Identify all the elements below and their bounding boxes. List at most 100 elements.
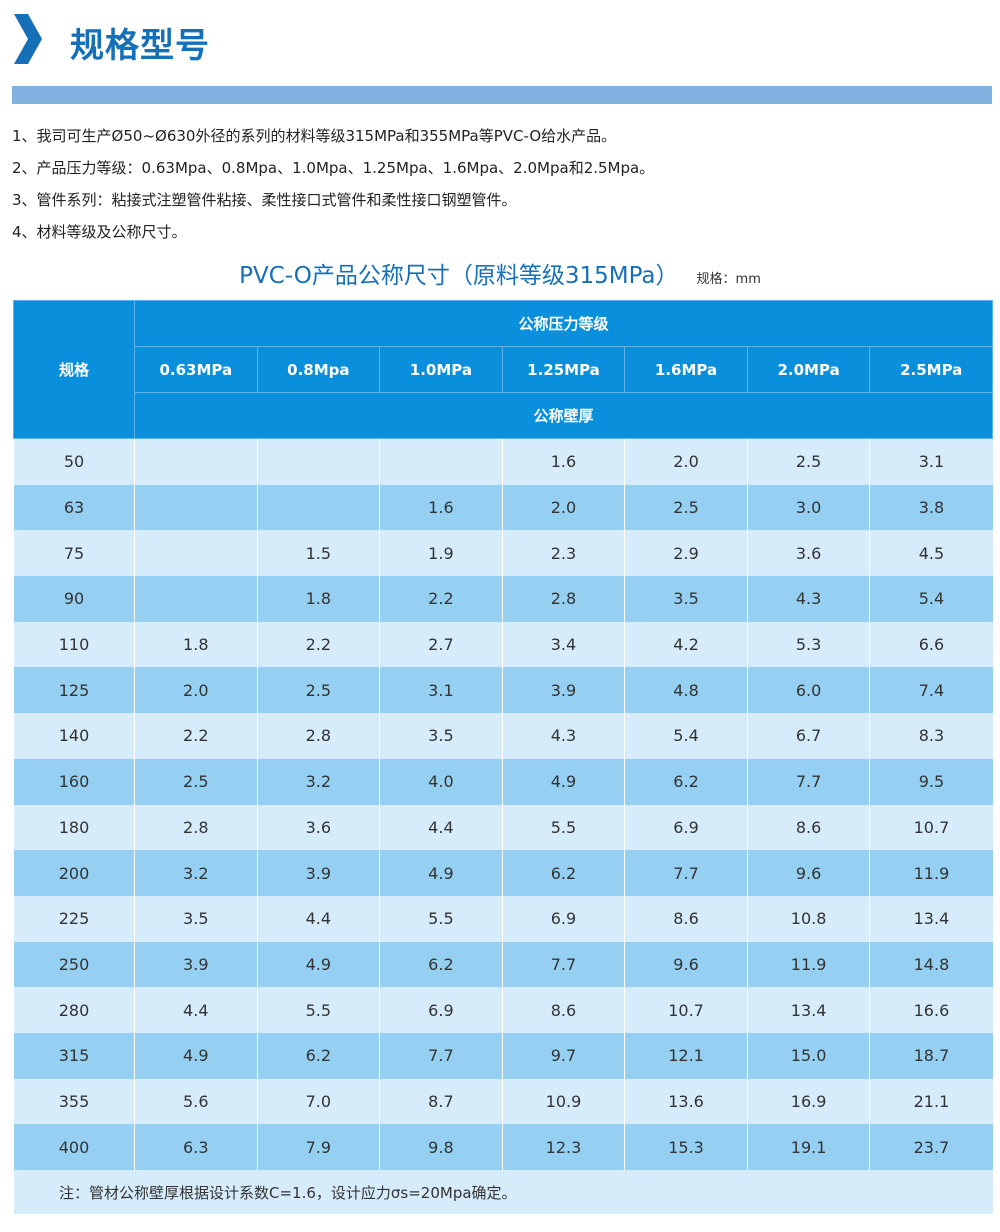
spec-table: 规格 公称压力等级 0.63MPa 0.8Mpa 1.0MPa 1.25MPa 1.6MP…	[13, 300, 993, 1214]
thickness-cell: 6.2	[379, 941, 503, 988]
thickness-cell: 15.3	[624, 1124, 748, 1170]
thickness-cell: 7.4	[869, 667, 993, 714]
thickness-cell: 4.9	[501, 758, 625, 805]
thickness-cell: 8.6	[501, 987, 625, 1033]
thickness-cell: 16.6	[869, 987, 993, 1033]
pressure-header: 公称压力等级	[134, 300, 993, 347]
thickness-cell: 3.2	[256, 758, 380, 805]
thickness-cell: 5.5	[256, 987, 380, 1033]
pressure-column-header: 2.0MPa	[746, 346, 871, 393]
thickness-cell: 5.3	[746, 621, 870, 668]
thickness-cell: 4.4	[379, 804, 503, 851]
spec-header: 规格	[13, 300, 135, 439]
table-row: 280 4.4 5.5 6.9 8.6 10.7 13.4 16.6	[13, 987, 993, 1033]
table-row: 355 5.6 7.0 8.7 10.9 13.6 16.9 21.1	[13, 1078, 993, 1125]
thickness-cell: 8.3	[869, 713, 993, 759]
thickness-cell: 3.2	[134, 850, 258, 896]
thickness-cell: 2.2	[256, 621, 380, 668]
table-row: 63 1.6 2.0 2.5 3.0 3.8	[13, 484, 993, 531]
spec-cell: 180	[13, 804, 135, 851]
spec-cell: 280	[13, 987, 135, 1033]
thickness-cell: 7.7	[501, 941, 625, 988]
intro-item: 4、材料等级及公称尺寸。	[12, 223, 187, 241]
thickness-cell: 6.9	[379, 987, 503, 1033]
thickness-cell: 4.9	[379, 850, 503, 896]
thickness-cell: 3.1	[379, 667, 503, 714]
thickness-cell: 7.0	[256, 1078, 380, 1125]
spec-cell: 315	[13, 1032, 135, 1079]
spec-cell: 63	[13, 484, 135, 531]
thickness-cell: 10.8	[746, 895, 870, 942]
thickness-cell: 7.7	[746, 758, 870, 805]
intro-item: 2、产品压力等级：0.63Mpa、0.8Mpa、1.0Mpa、1.25Mpa、1…	[12, 159, 655, 177]
thickness-cell: 2.3	[501, 530, 625, 577]
thickness-cell: 4.4	[134, 987, 258, 1033]
thickness-cell: 2.5	[134, 758, 258, 805]
thickness-cell: 3.9	[501, 667, 625, 714]
spec-cell: 125	[13, 667, 135, 714]
thickness-cell: 6.9	[624, 804, 748, 851]
thickness-cell: 1.6	[501, 438, 625, 485]
pressure-column-header: 0.63MPa	[134, 346, 258, 393]
spec-cell: 90	[13, 576, 135, 622]
thickness-cell: 3.4	[501, 621, 625, 668]
thickness-cell: 9.6	[624, 941, 748, 988]
thickness-cell: 4.3	[746, 576, 870, 622]
spec-cell: 400	[13, 1124, 135, 1170]
thickness-cell: 16.9	[746, 1078, 870, 1125]
pressure-column-header: 1.6MPa	[624, 346, 748, 393]
thickness-cell: 3.9	[256, 850, 380, 896]
pressure-column-header: 1.0MPa	[379, 346, 503, 393]
thickness-cell	[379, 438, 503, 485]
table-row: 200 3.2 3.9 4.9 6.2 7.7 9.6 11.9	[13, 850, 993, 896]
thickness-cell: 13.4	[746, 987, 870, 1033]
thickness-cell: 1.5	[256, 530, 380, 577]
spec-cell: 50	[13, 438, 135, 485]
thickness-cell: 2.5	[256, 667, 380, 714]
thickness-cell: 7.7	[624, 850, 748, 896]
thickness-cell: 6.2	[501, 850, 625, 896]
table-row: 160 2.5 3.2 4.0 4.9 6.2 7.7 9.5	[13, 758, 993, 805]
thickness-cell: 4.4	[256, 895, 380, 942]
thickness-cell: 23.7	[869, 1124, 993, 1170]
thickness-cell: 4.0	[379, 758, 503, 805]
thickness-cell: 2.2	[134, 713, 258, 759]
thickness-cell: 2.8	[134, 804, 258, 851]
thickness-cell: 5.5	[379, 895, 503, 942]
thickness-cell: 7.7	[379, 1032, 503, 1079]
thickness-cell: 13.6	[624, 1078, 748, 1125]
thickness-cell: 8.6	[746, 804, 870, 851]
spec-cell: 355	[13, 1078, 135, 1125]
table-row: 315 4.9 6.2 7.7 9.7 12.1 15.0 18.7	[13, 1032, 993, 1079]
chevron-right-icon	[14, 14, 42, 64]
table-row: 250 3.9 4.9 6.2 7.7 9.6 11.9 14.8	[13, 941, 993, 988]
thickness-cell: 6.3	[134, 1124, 258, 1170]
thickness-cell: 15.0	[746, 1032, 870, 1079]
thickness-cell: 6.6	[869, 621, 993, 668]
table-unit: 规格：mm	[696, 272, 761, 287]
thickness-cell	[256, 484, 380, 531]
thickness-cell: 6.2	[624, 758, 748, 805]
thickness-cell: 3.8	[869, 484, 993, 531]
thickness-cell: 1.8	[256, 576, 380, 622]
thickness-cell: 3.5	[379, 713, 503, 759]
thickness-cell: 9.8	[379, 1124, 503, 1170]
thickness-cell: 2.8	[501, 576, 625, 622]
thickness-cell: 2.0	[624, 438, 748, 485]
thickness-cell: 7.9	[256, 1124, 380, 1170]
table-row: 140 2.2 2.8 3.5 4.3 5.4 6.7 8.3	[13, 713, 993, 759]
thickness-cell: 3.0	[746, 484, 870, 531]
thickness-cell	[134, 484, 258, 531]
thickness-cell: 2.5	[624, 484, 748, 531]
pressure-column-header: 2.5MPa	[869, 346, 993, 393]
thickness-cell: 4.9	[134, 1032, 258, 1079]
thickness-cell: 3.6	[746, 530, 870, 577]
table-note: 注：管材公称壁厚根据设计系数C=1.6，设计应力σs=20Mpa确定。	[13, 1170, 993, 1214]
thickness-cell: 10.7	[624, 987, 748, 1033]
thickness-cell: 6.7	[746, 713, 870, 759]
thickness-cell: 3.5	[134, 895, 258, 942]
thickness-cell: 2.5	[746, 438, 870, 485]
thickness-cell	[134, 530, 258, 577]
thickness-cell: 4.2	[624, 621, 748, 668]
thickness-cell	[134, 438, 258, 485]
